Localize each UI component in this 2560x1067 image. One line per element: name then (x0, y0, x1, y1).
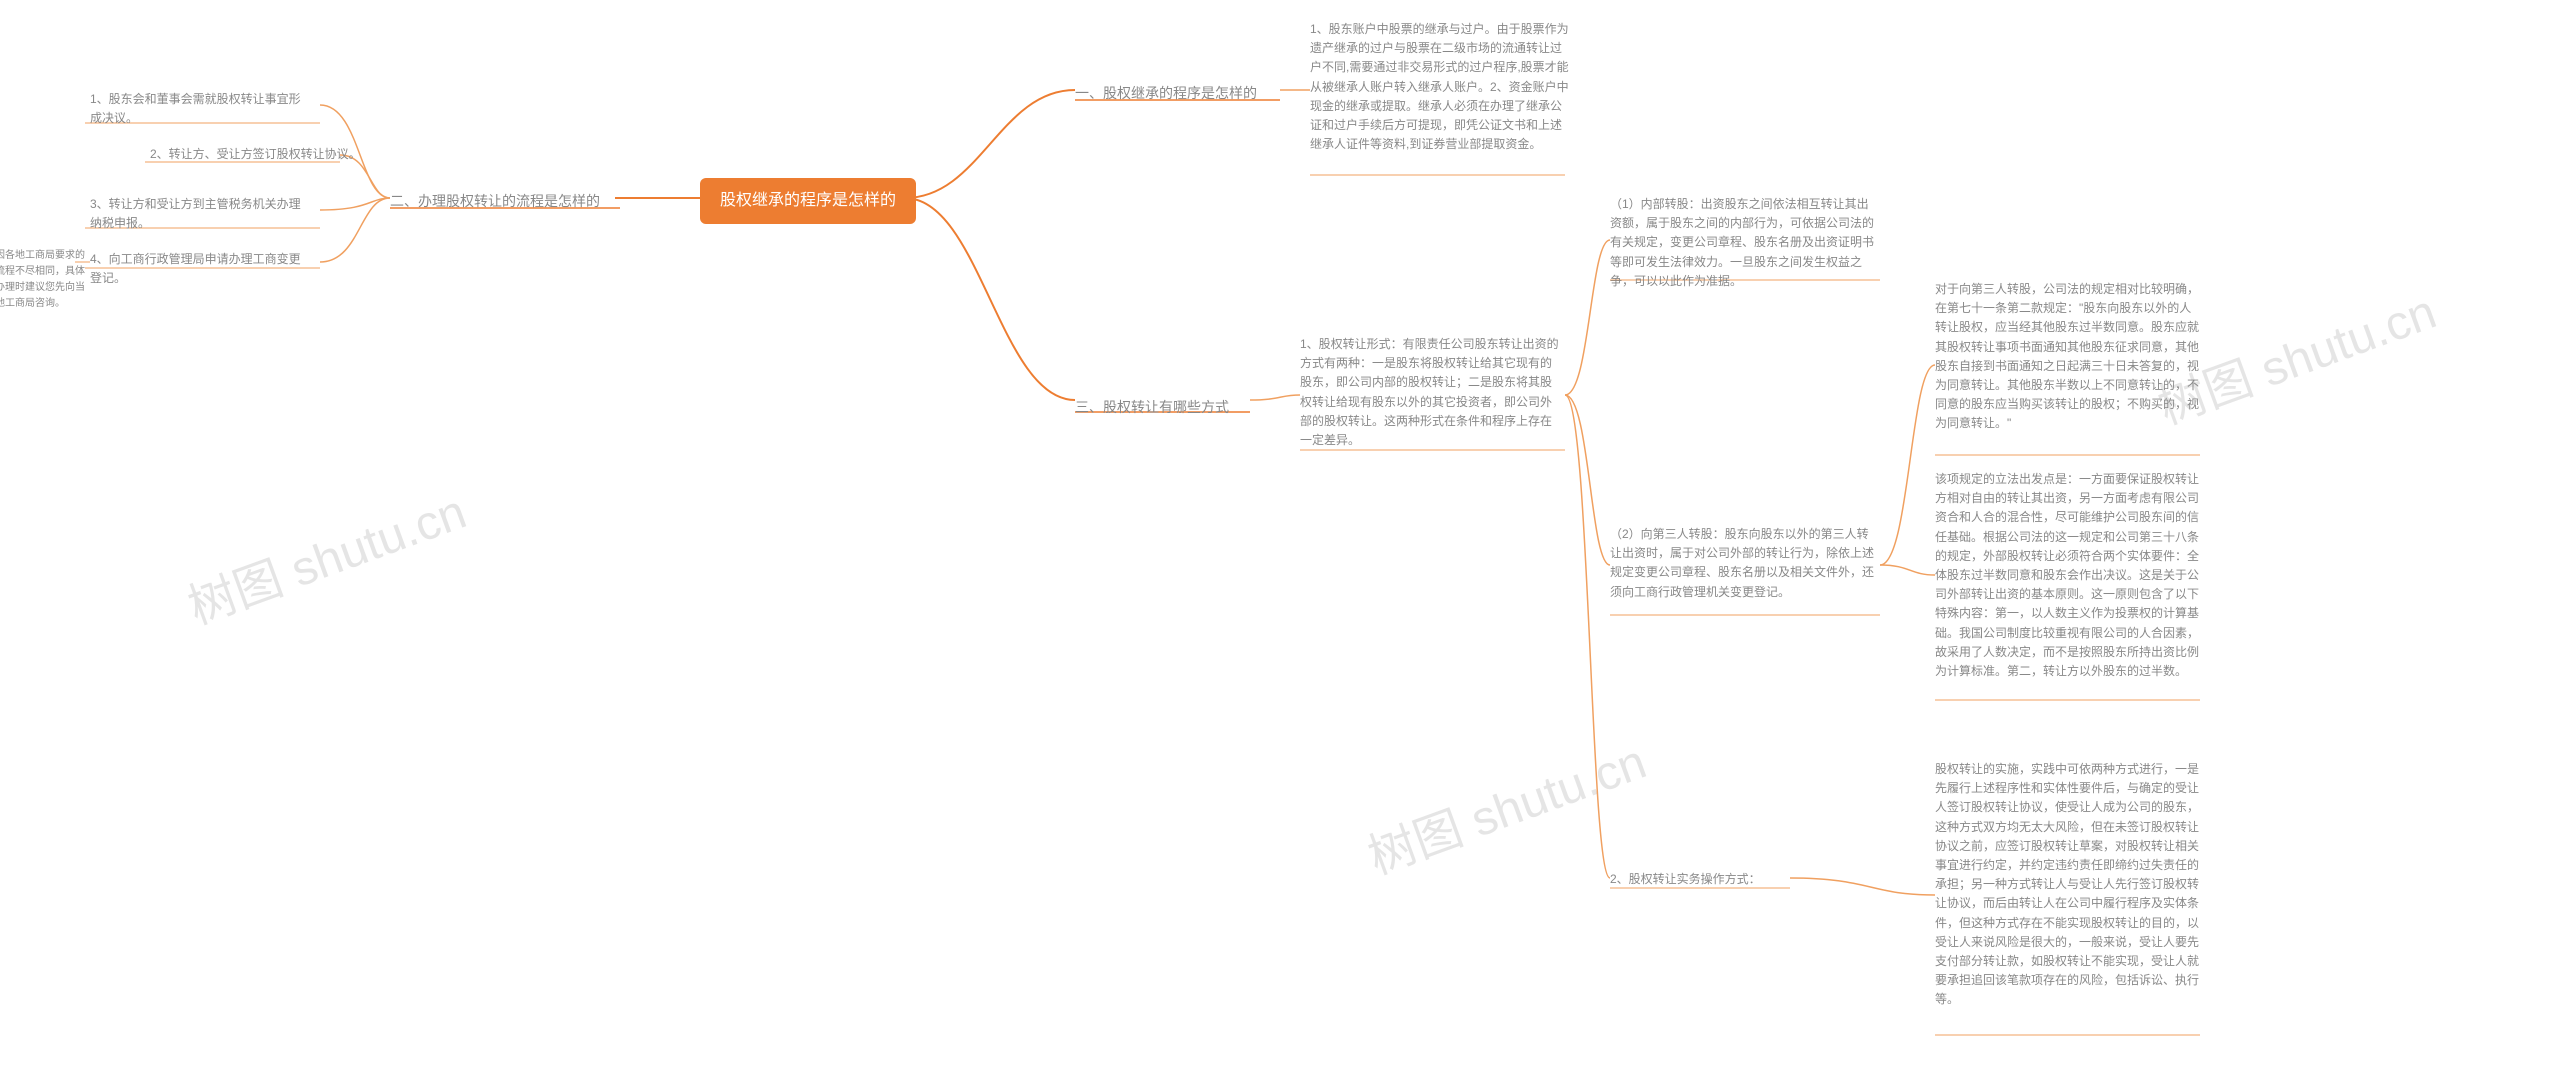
sub-item-3-note: 该项规定的立法出发点是：一方面要保证股权转让方相对自由的转让其出资，另一方面考虑… (1935, 470, 2200, 681)
sub-item-3: （2）向第三人转股：股东向股东以外的第三人转让出资时，属于对公司外部的转让行为，… (1610, 525, 1880, 602)
left-item-4: 4、向工商行政管理局申请办理工商变更登记。 (90, 250, 310, 288)
right-branch-2-label[interactable]: 三、股权转让有哪些方式 (1075, 392, 1229, 422)
right-branch-1-label[interactable]: 一、股权继承的程序是怎样的 (1075, 78, 1257, 108)
left-item-1: 1、股东会和董事会需就股权转让事宜形成决议。 (90, 90, 310, 128)
sub-item-4-note: 股权转让的实施，实践中可依两种方式进行，一是先履行上述程序性和实体性要件后，与确… (1935, 760, 2200, 1009)
sub-item-1: （1）内部转股：出资股东之间依法相互转让其出资额，属于股东之间的内部行为，可依据… (1610, 195, 1880, 291)
root-node[interactable]: 股权继承的程序是怎样的 (700, 178, 916, 224)
left-item-2: 2、转让方、受让方签订股权转让协议。 (150, 145, 361, 164)
watermark-2: 树图 shutu.cn (1357, 722, 1654, 887)
right-branch-2-leaf: 1、股权转让形式：有限责任公司股东转让出资的方式有两种：一是股东将股权转让给其它… (1300, 335, 1560, 450)
sub-item-2-note: 对于向第三人转股，公司法的规定相对比较明确，在第七十一条第二款规定："股东向股东… (1935, 280, 2200, 434)
left-item-4-note: 因各地工商局要求的流程不尽相同，具体办理时建议您先向当地工商局咨询。 (0, 248, 90, 312)
sub-item-4: 2、股权转让实务操作方式： (1610, 870, 1761, 889)
left-item-3: 3、转让方和受让方到主管税务机关办理纳税申报。 (90, 195, 310, 233)
watermark-1: 树图 shutu.cn (177, 472, 474, 637)
right-branch-1-leaf: 1、股东账户中股票的继承与过户。由于股票作为遗产继承的过户与股票在二级市场的流通… (1310, 20, 1570, 154)
left-branch-label[interactable]: 二、办理股权转让的流程是怎样的 (390, 186, 600, 216)
